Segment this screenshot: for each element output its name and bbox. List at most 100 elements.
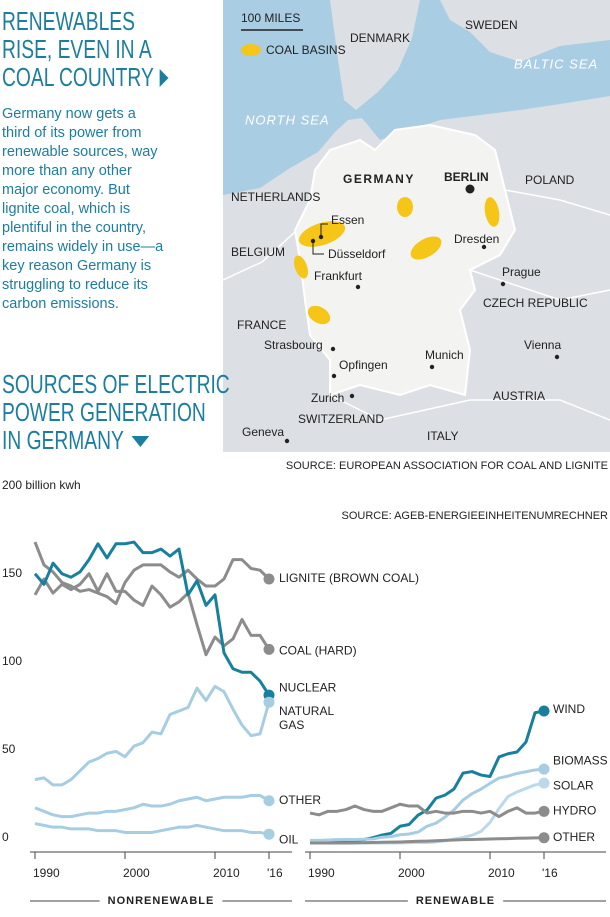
y-tick-label: 150 (2, 566, 22, 580)
end-marker (538, 832, 550, 844)
x-tick-label: '16 (542, 866, 558, 880)
arrow (131, 436, 150, 447)
series-line (309, 767, 545, 843)
x-axis-label: NONRENEWABLE (108, 895, 215, 907)
end-marker (263, 643, 275, 655)
map-source: SOURCE: EUROPEAN ASSOCIATION FOR COAL AN… (286, 460, 608, 472)
series-label: WIND (553, 702, 585, 716)
series-label: OTHER (279, 793, 321, 807)
map-label: BELGIUM (231, 245, 285, 259)
title-line: RENEWABLES (2, 6, 135, 36)
coal-basin (397, 197, 413, 217)
border (223, 231, 296, 281)
series-label: COAL (HARD) (279, 644, 357, 658)
map-label: FRANCE (237, 318, 286, 332)
series-label: SOLAR (553, 778, 594, 792)
map-label: Essen (331, 213, 364, 227)
series-label: HYDRO (553, 803, 596, 817)
legend-swatch (241, 44, 261, 56)
end-marker (538, 777, 550, 789)
map-label: BALTIC SEA (514, 56, 598, 71)
series-label: NUCLEAR (279, 680, 337, 694)
series-line (309, 709, 545, 845)
map-label: Strasbourg (264, 338, 323, 352)
series-line (34, 822, 270, 836)
map-label: ITALY (427, 429, 459, 443)
land (330, 0, 420, 110)
title-line: POWER GENERATION (2, 397, 206, 427)
chart-source: SOURCE: AGEB-ENERGIEEINHEITENUMRECHNER (342, 510, 609, 522)
end-marker (538, 763, 550, 775)
title-line: SOURCES OF ELECTRIC (2, 369, 230, 399)
map-label: Vienna (524, 338, 561, 352)
map-label: NORTH SEA (245, 112, 330, 127)
map-label: POLAND (525, 173, 575, 187)
map-label: AUSTRIA (493, 389, 545, 403)
end-marker (538, 705, 550, 717)
leader (312, 241, 324, 255)
body-text: Germany now gets a third of its power fr… (2, 106, 164, 312)
map-label: NETHERLANDS (231, 190, 320, 204)
y-tick-label: 50 (2, 742, 16, 756)
coal-basin (307, 305, 331, 325)
coal-basin (484, 197, 500, 227)
city-dot (465, 184, 475, 194)
x-tick-label: '16 (267, 866, 283, 880)
y-tick-label: 200 billion kwh (2, 478, 81, 492)
map-legend: COAL BASINS (266, 43, 346, 57)
title-line: IN GERMANY (2, 426, 230, 454)
city-dot (349, 393, 355, 399)
city-dot (310, 238, 316, 244)
series-label: LIGNITE (BROWN COAL) (279, 571, 419, 585)
coal-basin (294, 255, 308, 279)
map-label: Prague (502, 265, 541, 279)
city-dot (554, 354, 560, 360)
series-line (34, 684, 271, 787)
series-label: OIL (279, 832, 299, 846)
end-marker (263, 795, 275, 807)
charts: 0 50 100 150 200 billion kwh SOURCE: AGEB-ENE… (2, 478, 608, 907)
x-tick-label: 2000 (123, 866, 150, 880)
map-label: Zurich (311, 391, 344, 405)
map: 100 MILES COAL BASINS DENMARK SWEDEN BALTIC … (223, 0, 610, 452)
coal-basin (298, 221, 346, 247)
arrow (159, 69, 169, 87)
land (440, 0, 610, 62)
map-label: Frankfurt (314, 269, 363, 283)
map-labels: 100 MILES COAL BASINS DENMARK SWEDEN BALTIC … (231, 11, 598, 444)
city-dot (331, 373, 337, 379)
city-dot (481, 244, 487, 250)
title-line: RISE, EVEN IN A (2, 34, 152, 64)
x-axis-label: RENEWABLE (416, 895, 495, 907)
title-line: COAL COUNTRY (2, 63, 169, 91)
border (329, 394, 610, 421)
city-dot (500, 281, 506, 287)
city-dot (429, 364, 435, 370)
x-tick-label: 2010 (213, 866, 240, 880)
map-label: Düsseldorf (328, 247, 386, 261)
end-marker (263, 828, 275, 840)
city-dot (355, 284, 361, 290)
map-label: SWITZERLAND (298, 412, 384, 426)
coal-basin (410, 236, 442, 260)
map-label: Opfingen (339, 358, 388, 372)
series-line (309, 802, 545, 819)
city-dot (330, 346, 336, 352)
series-label: OTHER (553, 830, 595, 844)
series-line (33, 540, 271, 696)
series-label: BIOMASS (553, 753, 608, 767)
map-label: DENMARK (350, 31, 410, 45)
map-label: Geneva (242, 425, 284, 439)
x-tick-label: 1990 (33, 866, 60, 880)
x-tick-label: 2010 (488, 866, 515, 880)
map-label: Dresden (454, 232, 499, 246)
headline: RENEWABLES RISE, EVEN IN A COAL COUNTRY (2, 7, 169, 91)
end-marker (538, 805, 550, 817)
coal-basins (294, 197, 500, 325)
x-tick-label: 2000 (398, 866, 425, 880)
map-scale: 100 MILES (241, 11, 300, 25)
map-label: SWEDEN (465, 18, 518, 32)
map-label: Munich (425, 348, 464, 362)
